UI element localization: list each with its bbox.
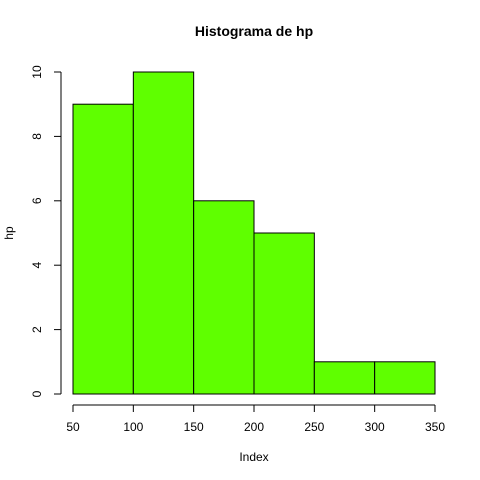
y-tick-label-1: 2	[30, 326, 44, 333]
x-tick-label-2: 150	[184, 420, 204, 434]
y-tick-label-2: 4	[30, 262, 44, 269]
x-tick-label-5: 300	[365, 420, 385, 434]
y-axis: 0 2 4 6 8 10	[30, 65, 62, 397]
histogram-bar-3	[253, 232, 315, 395]
y-tick-label-0: 0	[30, 390, 44, 397]
x-tick-label-3: 200	[244, 420, 264, 434]
x-tick-label-4: 250	[304, 420, 324, 434]
bars-group	[72, 71, 436, 395]
chart-title: Histograma de hp	[195, 23, 313, 39]
x-tick-label-0: 50	[66, 420, 80, 434]
histogram-bar-4	[313, 361, 376, 395]
histogram-bar-2	[193, 200, 255, 395]
x-tick-label-6: 350	[425, 420, 445, 434]
y-axis-label: hp	[2, 226, 16, 240]
histogram-bar-1	[132, 71, 195, 395]
y-tick-label-4: 8	[30, 133, 44, 140]
x-axis: 50 100 150 200 250 300 350	[66, 404, 445, 434]
histogram-bar-0	[72, 103, 134, 395]
x-tick-label-1: 100	[123, 420, 143, 434]
x-axis-label: Index	[239, 450, 268, 464]
y-tick-label-5: 10	[30, 65, 44, 79]
histogram-bar-5	[374, 361, 436, 395]
y-tick-label-3: 6	[30, 197, 44, 204]
